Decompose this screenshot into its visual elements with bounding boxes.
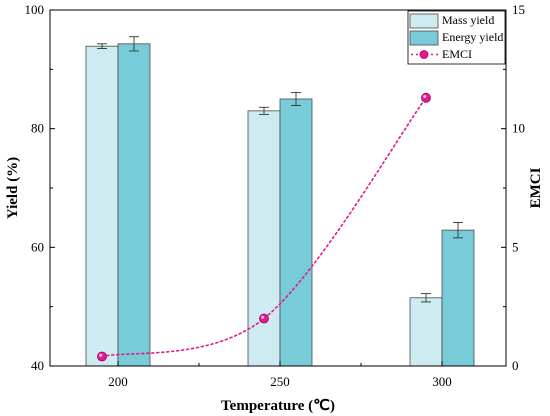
y-right-tick-label: 5 <box>512 239 519 254</box>
x-tick-label: 300 <box>432 374 452 389</box>
bar <box>279 98 313 367</box>
emci-point-highlight <box>261 315 265 319</box>
axes-layer: Yield (%) EMCI Temperature (℃) 406080100… <box>5 2 544 414</box>
bar <box>441 229 475 367</box>
y-right-tick-label: 10 <box>512 121 525 136</box>
legend-label: Energy yield <box>442 30 503 44</box>
emci-point <box>421 92 431 103</box>
y-right-tick-label: 0 <box>512 358 519 373</box>
legend-label: Mass yield <box>442 13 494 27</box>
y-left-tick-label: 60 <box>31 239 44 254</box>
emci-line <box>101 97 427 358</box>
legend-marker <box>419 50 429 59</box>
legend: Mass yield Energy yield EMCI <box>407 10 506 65</box>
y-left-tick-label: 40 <box>31 358 44 373</box>
y-axis-left-title: Yield (%) <box>5 157 21 219</box>
plot-layer <box>85 36 475 367</box>
y-left-tick-label: 80 <box>31 121 44 136</box>
y-left-tick-label: 100 <box>25 2 45 17</box>
legend-swatch <box>409 13 439 29</box>
y-axis-right-title: EMCI <box>528 167 544 208</box>
x-axis-title: Temperature (℃) <box>221 398 335 414</box>
legend-swatch <box>409 30 439 46</box>
emci-point <box>97 351 107 362</box>
bar <box>247 110 281 367</box>
bar <box>117 43 151 367</box>
x-tick-label: 250 <box>270 374 290 389</box>
emci-point-highlight <box>423 95 427 99</box>
emci-point <box>259 313 269 324</box>
x-tick-label: 200 <box>108 374 128 389</box>
legend-label: EMCI <box>442 47 472 61</box>
emci-point-highlight <box>99 353 103 357</box>
y-right-tick-label: 15 <box>512 2 525 17</box>
bar <box>409 297 443 367</box>
bar <box>85 45 119 367</box>
